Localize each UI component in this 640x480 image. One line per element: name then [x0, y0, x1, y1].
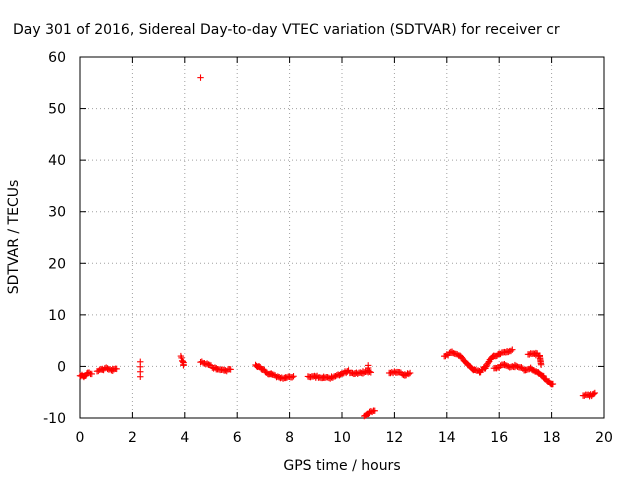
data-point: [591, 389, 599, 397]
x-tick-label: 14: [438, 430, 456, 446]
data-point: [590, 390, 597, 398]
x-tick-label: 2: [128, 430, 137, 446]
data-point: [405, 370, 413, 378]
data-point: [371, 407, 378, 414]
data-point: [509, 346, 516, 353]
y-tick-label: 10: [48, 308, 66, 324]
grid-layer: [80, 57, 604, 418]
data-point: [406, 369, 414, 377]
tick-layer: 0 2 4 6 8 10 12 14 16 18 20 -10 0 10 20 30 40 50 60: [43, 50, 613, 446]
x-tick-label: 16: [490, 430, 508, 446]
x-tick-label: 20: [595, 430, 613, 446]
data-point: [365, 367, 372, 374]
data-points: [76, 74, 599, 420]
data-point: [289, 374, 296, 381]
data-point: [179, 358, 187, 365]
y-tick-label: -10: [43, 411, 66, 427]
data-point: [137, 358, 144, 365]
data-point: [549, 380, 557, 388]
x-axis-label: GPS time / hours: [283, 458, 400, 474]
data-point: [197, 74, 204, 81]
y-tick-label: 20: [48, 256, 66, 272]
x-tick-label: 12: [385, 430, 403, 446]
data-point: [537, 361, 545, 368]
data-point: [113, 365, 120, 373]
x-tick-label: 10: [333, 430, 351, 446]
x-tick-label: 6: [233, 430, 242, 446]
x-tick-label: 18: [543, 430, 561, 446]
x-tick-label: 8: [285, 430, 294, 446]
y-axis-label: SDTVAR / TECUs: [6, 180, 22, 295]
y-tick-label: 0: [57, 359, 66, 375]
y-tick-label: 60: [48, 50, 66, 66]
data-point: [178, 354, 185, 362]
chart-title: Day 301 of 2016, Sidereal Day-to-day VTE…: [13, 22, 560, 38]
data-point: [227, 366, 234, 373]
y-tick-label: 40: [48, 153, 66, 169]
data-point: [88, 370, 95, 378]
x-tick-label: 4: [180, 430, 189, 446]
data-point: [507, 347, 515, 355]
y-tick-label: 30: [48, 205, 66, 221]
data-point: [290, 373, 297, 380]
data-point: [483, 361, 491, 369]
data-point: [483, 363, 490, 370]
y-tick-label: 50: [48, 102, 66, 118]
data-point: [180, 361, 187, 369]
x-tick-label: 0: [76, 430, 85, 446]
data-point: [366, 368, 373, 375]
